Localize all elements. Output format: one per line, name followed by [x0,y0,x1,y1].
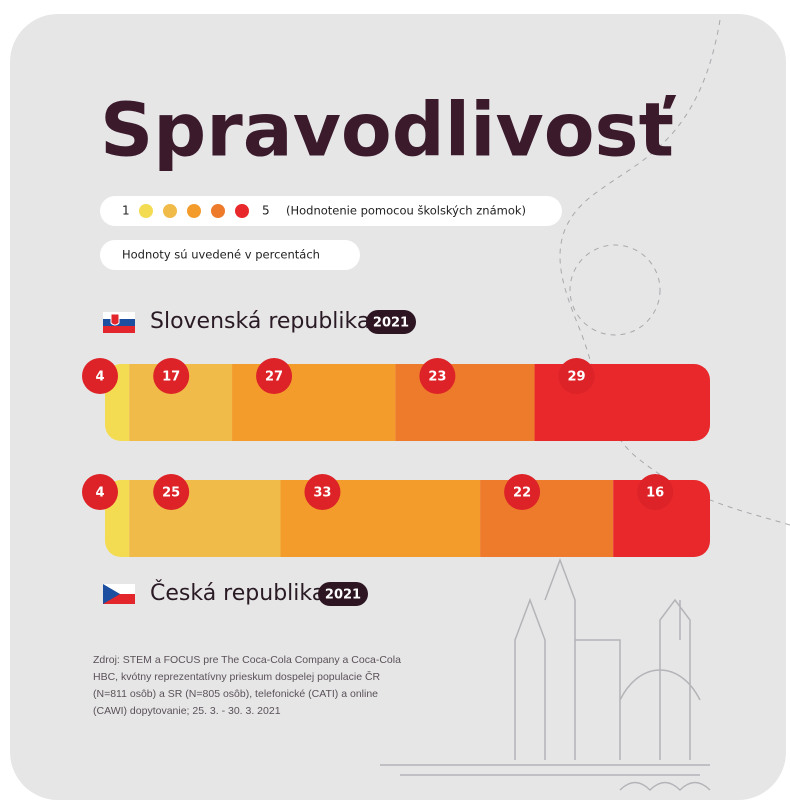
bar-segment [395,364,534,441]
flag-sk [103,312,135,333]
year-label: 2021 [325,588,361,603]
bar-group [105,364,710,441]
category-label: Česká republika [150,580,325,606]
bar-group [105,480,710,557]
legend-low: 1 [122,204,130,218]
legend-swatch [187,204,201,218]
unit-note: Hodnoty sú uvedené v percentách [122,248,320,262]
value-label: 4 [95,486,104,501]
bar-segment [480,480,613,557]
year-label: 2021 [373,316,409,331]
source-note: Zdroj: STEM a FOCUS pre The Coca-Cola Co… [93,652,413,720]
value-label: 27 [265,370,283,385]
value-label: 29 [568,370,586,385]
legend-swatch [211,204,225,218]
value-label: 17 [162,370,180,385]
flag-cz [103,584,135,604]
page: {"chart_data": { "type": "stacked-bar", … [0,0,790,804]
category-label: Slovenská republika [150,309,370,334]
chart-title: Spravodlivosť [100,88,677,174]
value-label: 33 [313,486,331,501]
value-label: 16 [646,486,664,501]
legend-swatch [163,204,177,218]
legend-high: 5 [262,204,270,218]
bar-segment [129,480,280,557]
value-label: 4 [95,370,104,385]
legend-note: (Hodnotenie pomocou školských známok) [286,204,526,218]
legend-swatch [139,204,153,218]
value-label: 25 [162,486,180,501]
legend-swatch [235,204,249,218]
value-label: 23 [428,370,446,385]
value-label: 22 [513,486,531,501]
